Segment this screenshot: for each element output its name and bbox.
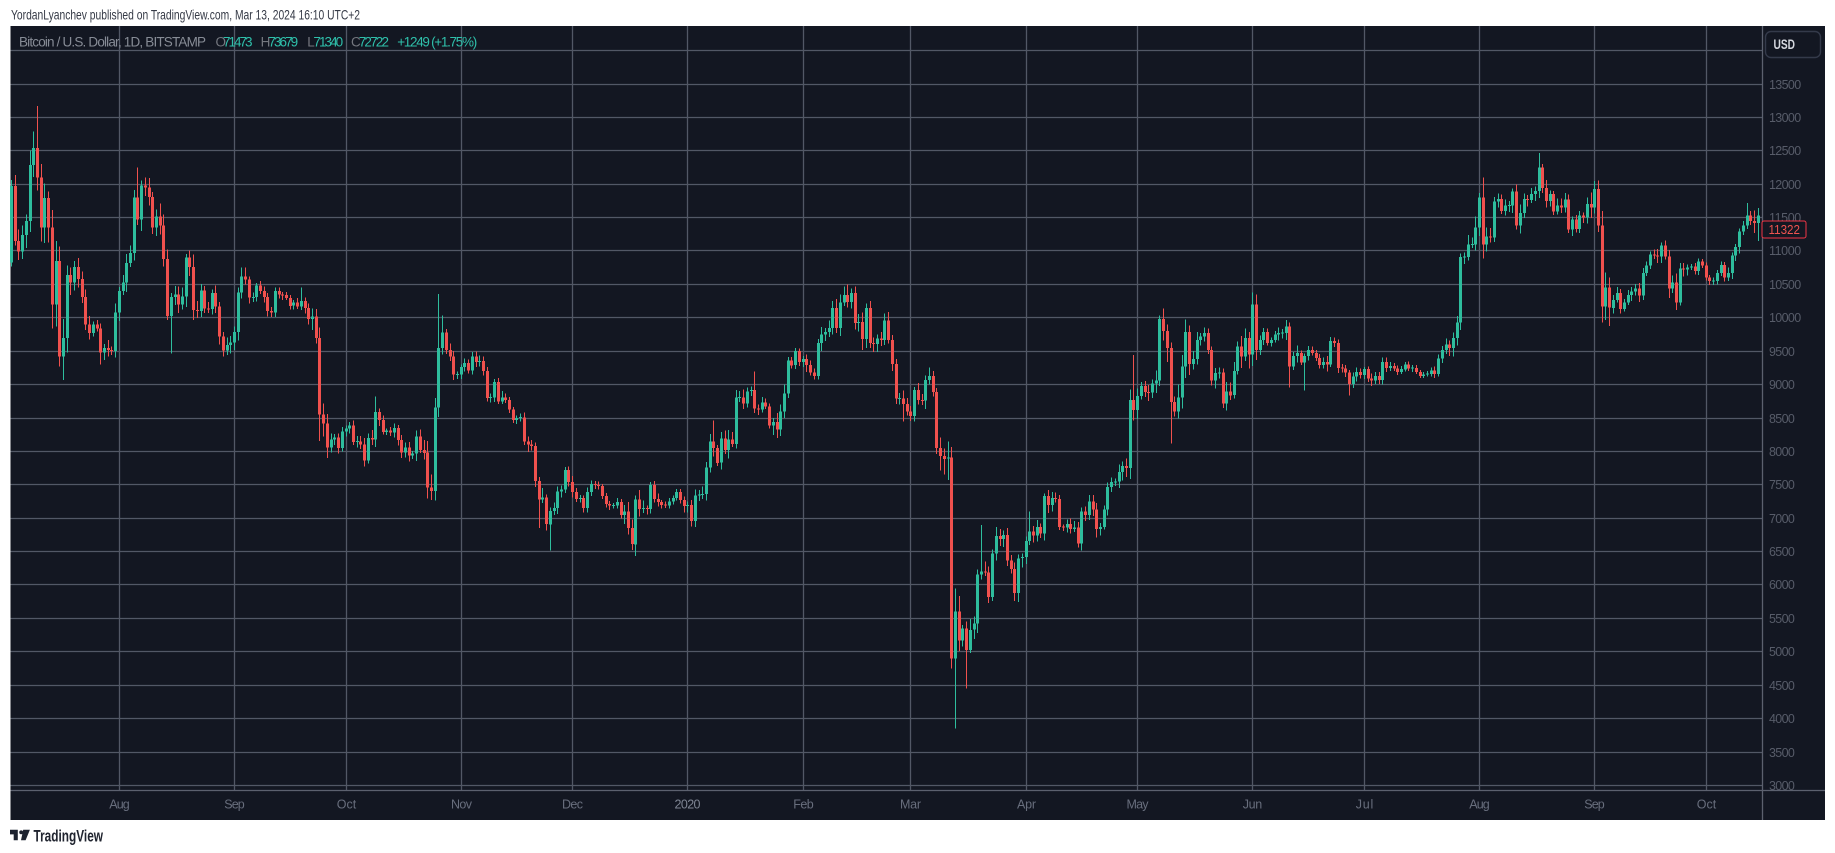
svg-text:USD: USD — [1774, 37, 1796, 52]
svg-text:Aug: Aug — [109, 798, 130, 812]
svg-text:Feb: Feb — [793, 798, 814, 812]
svg-text:8500: 8500 — [1769, 412, 1795, 426]
svg-text:8000: 8000 — [1769, 445, 1795, 459]
svg-text:Aug: Aug — [1469, 798, 1490, 812]
svg-text:+1249 (+1.75%): +1249 (+1.75%) — [397, 34, 477, 49]
svg-text:5000: 5000 — [1769, 645, 1795, 659]
svg-text:71340: 71340 — [313, 34, 343, 49]
svg-text:Oct: Oct — [1697, 798, 1717, 812]
svg-text:9500: 9500 — [1769, 345, 1795, 359]
svg-text:10500: 10500 — [1769, 278, 1801, 292]
svg-text:5500: 5500 — [1769, 612, 1795, 626]
svg-text:Jun: Jun — [1243, 798, 1263, 812]
svg-text:May: May — [1127, 798, 1150, 812]
svg-text:Oct: Oct — [337, 798, 357, 812]
svg-text:3500: 3500 — [1769, 746, 1795, 760]
svg-text:13000: 13000 — [1769, 111, 1801, 125]
svg-text:H: H — [261, 34, 271, 49]
svg-text:71473: 71473 — [223, 34, 253, 49]
svg-text:6000: 6000 — [1769, 578, 1795, 592]
svg-text:12000: 12000 — [1769, 178, 1801, 192]
svg-text:Mar: Mar — [900, 798, 921, 812]
svg-text:4500: 4500 — [1769, 679, 1795, 693]
svg-text:Nov: Nov — [451, 798, 473, 812]
svg-text:10000: 10000 — [1769, 311, 1801, 325]
svg-text:Bitcoin / U.S. Dollar, 1D, BIT: Bitcoin / U.S. Dollar, 1D, BITSTAMP — [19, 34, 206, 49]
svg-text:73679: 73679 — [268, 34, 298, 49]
svg-text:11322: 11322 — [1769, 223, 1801, 237]
svg-text:13500: 13500 — [1769, 78, 1801, 92]
svg-text:7500: 7500 — [1769, 478, 1795, 492]
svg-text:9000: 9000 — [1769, 378, 1795, 392]
svg-text:Apr: Apr — [1017, 798, 1036, 812]
svg-text:Sep: Sep — [1584, 798, 1605, 812]
svg-text:7000: 7000 — [1769, 512, 1795, 526]
svg-text:4000: 4000 — [1769, 712, 1795, 726]
svg-text:72722: 72722 — [359, 34, 389, 49]
svg-text:YordanLyanchev published on Tr: YordanLyanchev published on TradingView.… — [11, 7, 360, 23]
svg-text:12500: 12500 — [1769, 144, 1801, 158]
svg-text:C: C — [351, 34, 361, 49]
svg-text:O: O — [216, 34, 227, 49]
svg-text:6500: 6500 — [1769, 545, 1795, 559]
svg-text:11000: 11000 — [1769, 244, 1801, 258]
svg-text:2020: 2020 — [675, 798, 701, 812]
svg-text:TradingView: TradingView — [34, 828, 104, 846]
svg-text:Sep: Sep — [224, 798, 245, 812]
svg-text:3000: 3000 — [1769, 779, 1795, 793]
svg-text:L: L — [307, 34, 315, 49]
svg-text:Jul: Jul — [1356, 798, 1374, 812]
svg-text:Dec: Dec — [562, 798, 583, 812]
